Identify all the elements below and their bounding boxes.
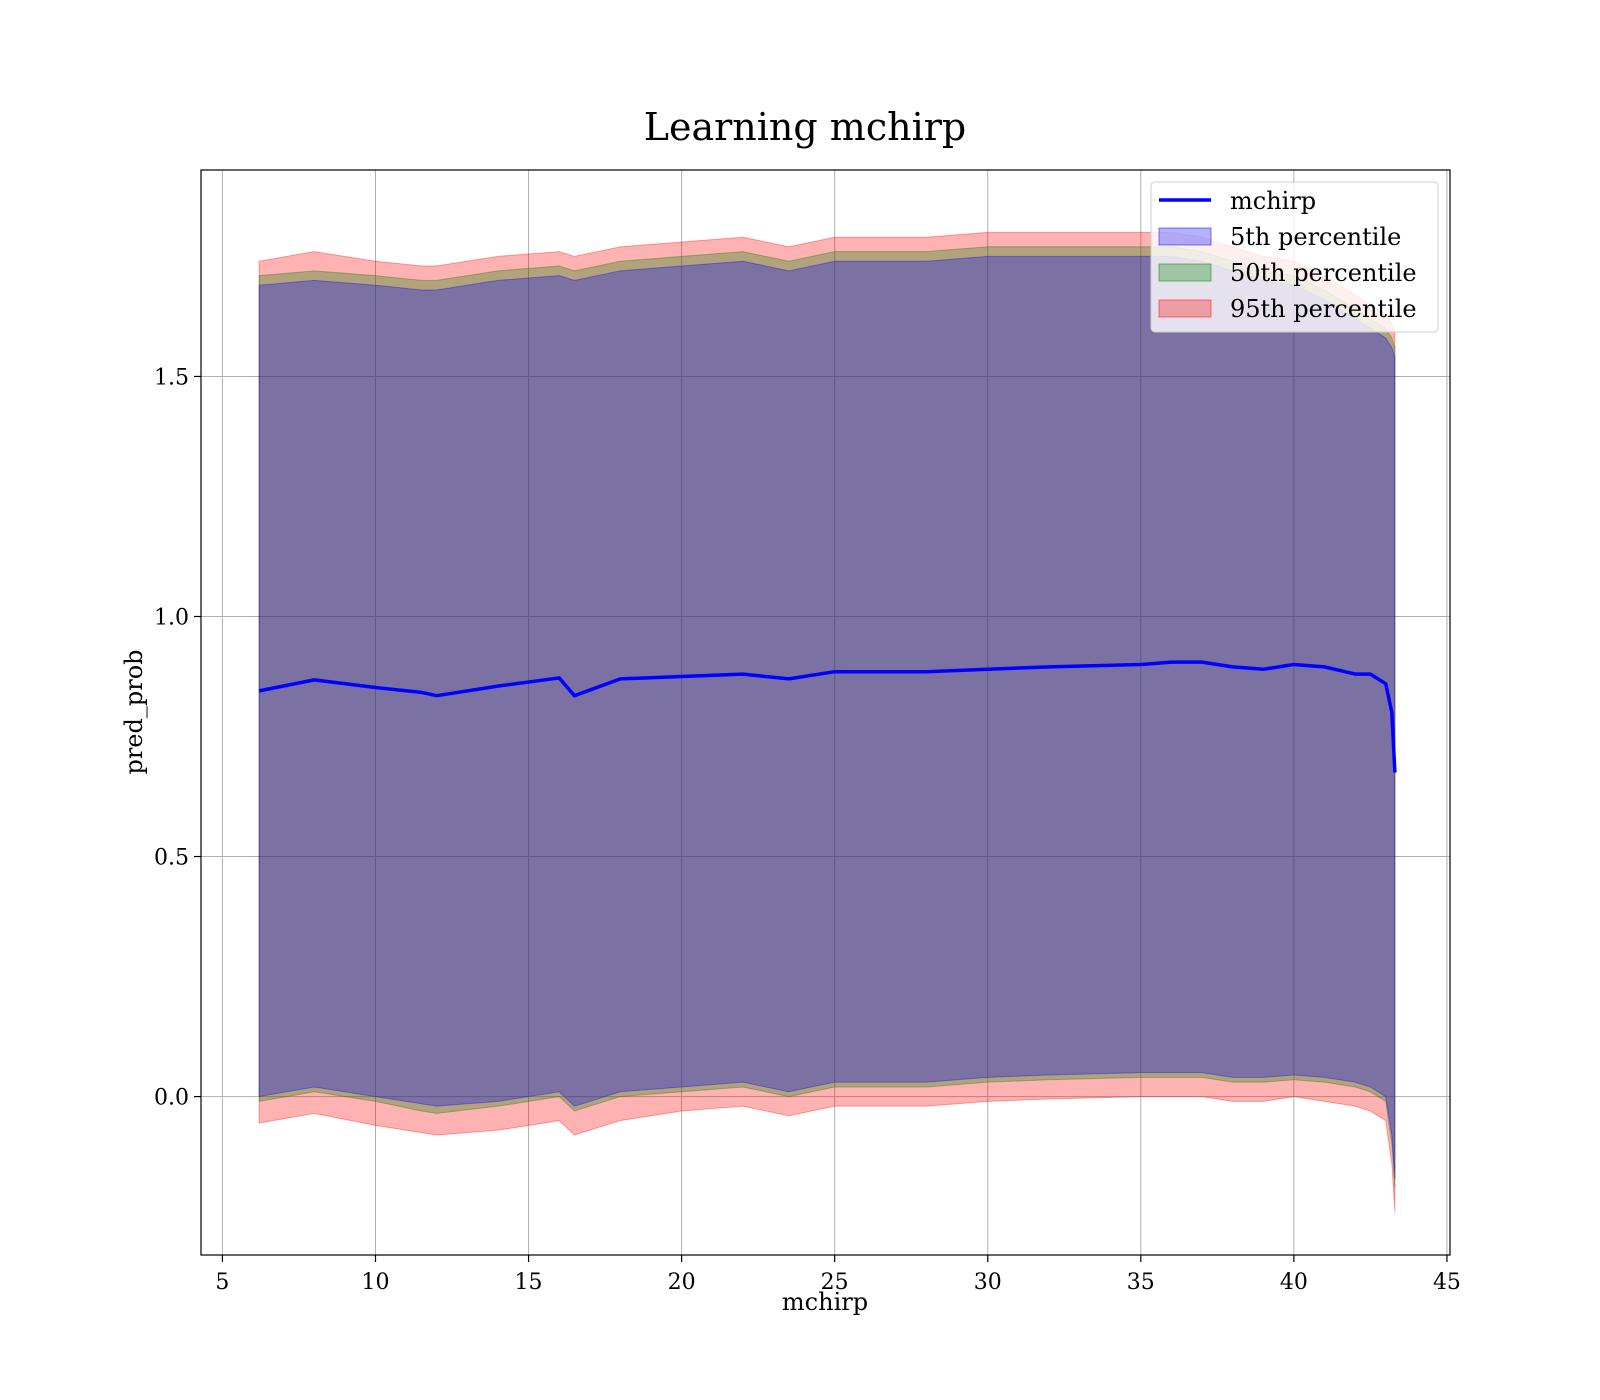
- band-95th-percentile: [258, 231, 1396, 1212]
- x-tick-label: 40: [1280, 1270, 1308, 1295]
- x-tick-label: 10: [361, 1270, 389, 1295]
- x-tick-label: 25: [821, 1270, 849, 1295]
- legend-box: [1150, 181, 1439, 333]
- y-tick-label: 0.0: [154, 1086, 189, 1111]
- y-axis: 0.0 0.5 1.0 1.5: [154, 365, 201, 1111]
- legend-label-5th: 5th percentile: [1230, 223, 1401, 251]
- percentile-bands: [258, 231, 1396, 1212]
- y-tick-label: 1.5: [154, 365, 189, 390]
- legend-swatch-95th: [1158, 299, 1212, 318]
- x-tick-label: 35: [1127, 1270, 1155, 1295]
- x-tick-label: 20: [668, 1270, 696, 1295]
- band-50th-percentile: [258, 246, 1396, 1188]
- band-5th-percentile: [258, 255, 1396, 1179]
- y-tick-label: 0.5: [154, 846, 189, 871]
- x-tick-label: 5: [215, 1270, 229, 1295]
- y-tick-label: 1.0: [154, 605, 189, 630]
- x-tick-label: 30: [974, 1270, 1002, 1295]
- y-axis-label: pred_prob: [120, 649, 148, 774]
- x-tick-label: 15: [515, 1270, 543, 1295]
- grid-lines: [201, 170, 1450, 1255]
- plot-frame: [200, 169, 1451, 1256]
- x-tick-label: 45: [1433, 1270, 1461, 1295]
- chart-title: Learning mchirp: [644, 105, 966, 149]
- series-line-mchirp: [258, 660, 1397, 773]
- x-axis: 5 10 15 20 25 30 35 40 45: [215, 1255, 1461, 1295]
- plot-background: [201, 170, 1450, 1255]
- legend-label-95th: 95th percentile: [1230, 295, 1417, 323]
- legend-label-line: mchirp: [1230, 187, 1316, 215]
- line-layer: [258, 660, 1397, 773]
- legend: mchirp 5th percentile 50th percentile 95…: [1150, 181, 1439, 333]
- legend-swatch-5th: [1158, 227, 1212, 246]
- legend-label-50th: 50th percentile: [1230, 259, 1417, 287]
- x-axis-label: mchirp: [782, 1288, 868, 1316]
- legend-swatch-50th: [1158, 263, 1212, 282]
- plot-area: [200, 169, 1451, 1256]
